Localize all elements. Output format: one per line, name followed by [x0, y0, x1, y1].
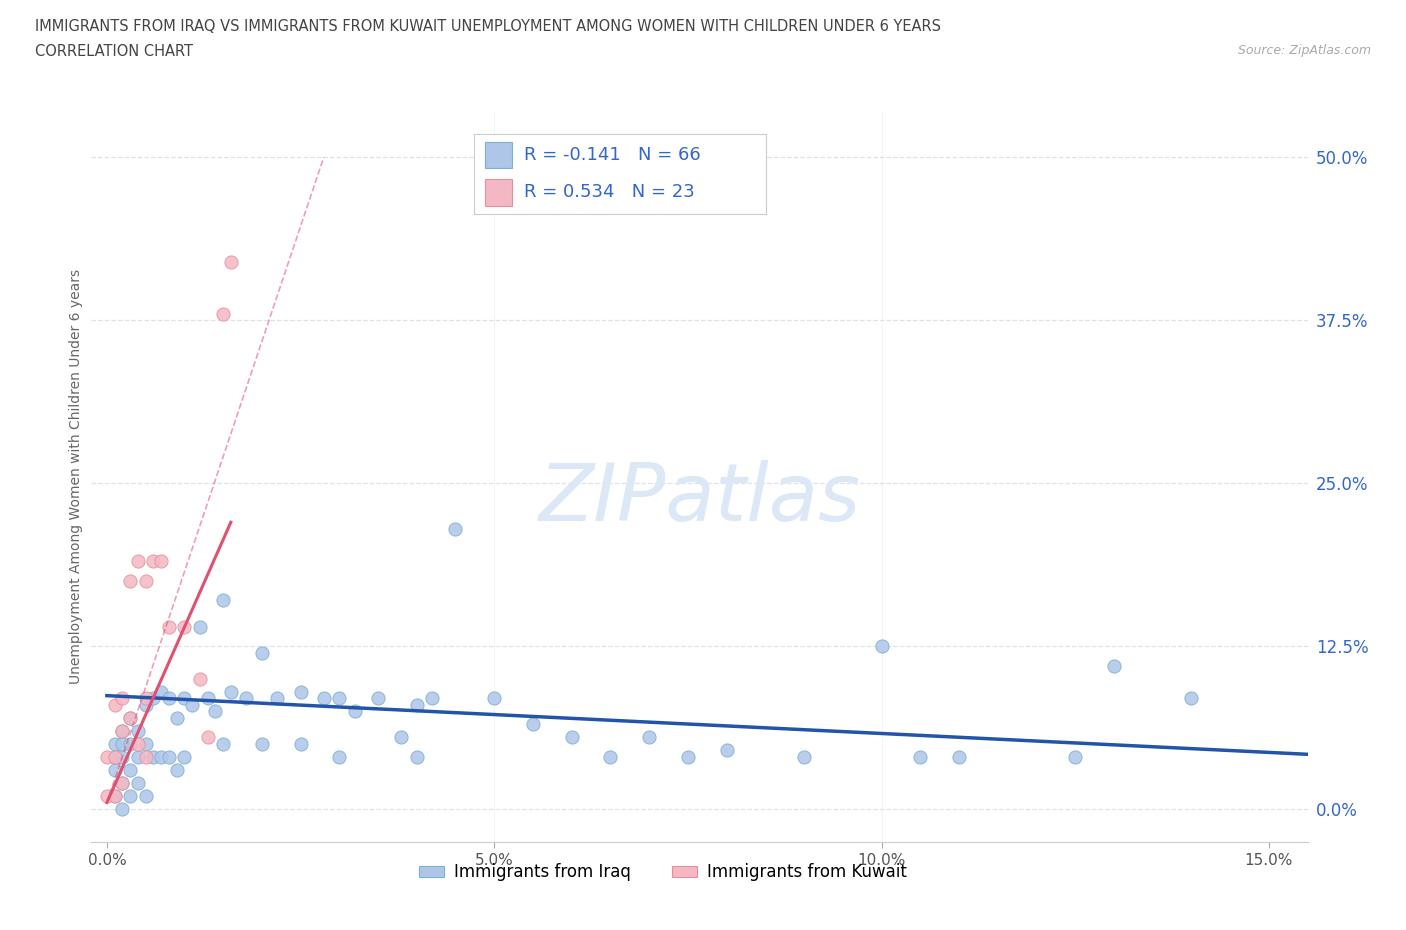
- Point: [104, 737, 127, 751]
- Point: [104, 698, 127, 712]
- Point: [104, 789, 127, 804]
- Point: [793, 750, 815, 764]
- Point: [111, 802, 134, 817]
- Point: [127, 724, 149, 738]
- Point: [157, 750, 180, 764]
- Point: [405, 750, 427, 764]
- Point: [219, 684, 242, 699]
- Point: [389, 730, 412, 745]
- Point: [127, 737, 149, 751]
- Point: [328, 750, 350, 764]
- Point: [676, 750, 699, 764]
- Point: [135, 698, 157, 712]
- Point: [111, 724, 134, 738]
- Point: [638, 730, 661, 745]
- Point: [188, 671, 211, 686]
- Point: [1180, 691, 1202, 706]
- Point: [157, 619, 180, 634]
- Point: [870, 639, 893, 654]
- Point: [111, 691, 134, 706]
- Point: [120, 737, 142, 751]
- Point: [111, 776, 134, 790]
- Point: [948, 750, 970, 764]
- Point: [120, 711, 142, 725]
- Point: [135, 737, 157, 751]
- Point: [127, 776, 149, 790]
- Point: [111, 776, 134, 790]
- Point: [204, 704, 226, 719]
- Point: [157, 691, 180, 706]
- Point: [150, 684, 173, 699]
- Point: [328, 691, 350, 706]
- Point: [212, 737, 235, 751]
- Point: [219, 254, 242, 269]
- Point: [910, 750, 932, 764]
- Point: [212, 593, 235, 608]
- Point: [135, 789, 157, 804]
- Point: [420, 691, 443, 706]
- Point: [266, 691, 288, 706]
- Point: [111, 724, 134, 738]
- Point: [312, 691, 335, 706]
- Point: [181, 698, 204, 712]
- Point: [96, 789, 118, 804]
- Point: [111, 737, 134, 751]
- Point: [173, 691, 195, 706]
- Point: [212, 306, 235, 321]
- Point: [716, 743, 738, 758]
- Point: [561, 730, 583, 745]
- Point: [599, 750, 621, 764]
- Point: [197, 730, 219, 745]
- Point: [150, 750, 173, 764]
- Point: [142, 750, 165, 764]
- Point: [135, 750, 157, 764]
- Point: [96, 750, 118, 764]
- Point: [104, 763, 127, 777]
- Point: [405, 698, 427, 712]
- Point: [250, 737, 273, 751]
- Point: [135, 691, 157, 706]
- Point: [150, 554, 173, 569]
- Point: [135, 574, 157, 589]
- Point: [104, 789, 127, 804]
- Point: [522, 717, 544, 732]
- Point: [367, 691, 389, 706]
- Point: [120, 711, 142, 725]
- Point: [444, 522, 467, 537]
- Text: CORRELATION CHART: CORRELATION CHART: [35, 44, 193, 59]
- Point: [111, 750, 134, 764]
- Point: [120, 789, 142, 804]
- Text: ZIPatlas: ZIPatlas: [538, 459, 860, 538]
- Point: [1064, 750, 1087, 764]
- Point: [166, 711, 188, 725]
- Point: [173, 750, 195, 764]
- Point: [197, 691, 219, 706]
- Point: [142, 554, 165, 569]
- Text: Source: ZipAtlas.com: Source: ZipAtlas.com: [1237, 44, 1371, 57]
- Point: [250, 645, 273, 660]
- Point: [1102, 658, 1125, 673]
- Point: [127, 554, 149, 569]
- Point: [173, 619, 195, 634]
- Point: [142, 691, 165, 706]
- Point: [166, 763, 188, 777]
- Point: [104, 750, 127, 764]
- Point: [235, 691, 257, 706]
- Point: [188, 619, 211, 634]
- Point: [343, 704, 366, 719]
- Text: IMMIGRANTS FROM IRAQ VS IMMIGRANTS FROM KUWAIT UNEMPLOYMENT AMONG WOMEN WITH CHI: IMMIGRANTS FROM IRAQ VS IMMIGRANTS FROM …: [35, 19, 941, 33]
- Point: [290, 684, 312, 699]
- Point: [482, 691, 505, 706]
- Point: [120, 574, 142, 589]
- Legend: Immigrants from Iraq, Immigrants from Kuwait: Immigrants from Iraq, Immigrants from Ku…: [412, 857, 914, 888]
- Point: [120, 763, 142, 777]
- Y-axis label: Unemployment Among Women with Children Under 6 years: Unemployment Among Women with Children U…: [69, 269, 83, 684]
- Point: [290, 737, 312, 751]
- Point: [127, 750, 149, 764]
- Point: [104, 750, 127, 764]
